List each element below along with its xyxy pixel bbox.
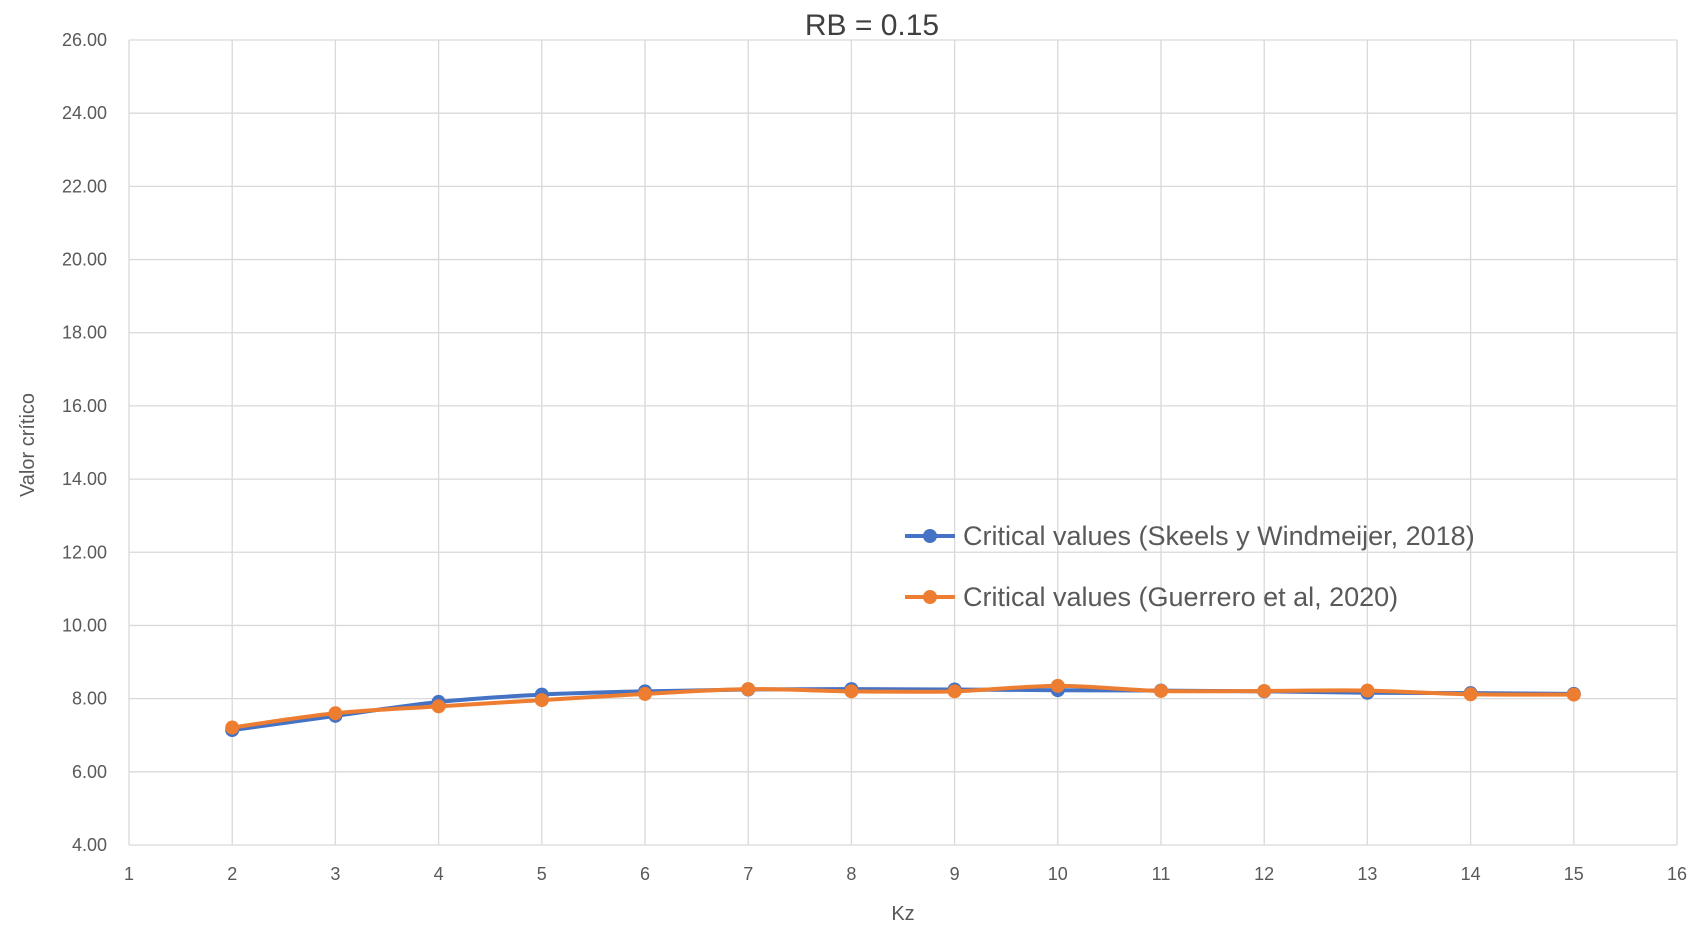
series-2-point bbox=[225, 720, 240, 735]
y-tick-label: 26.00 bbox=[62, 30, 107, 50]
y-tick-label: 6.00 bbox=[72, 762, 107, 782]
x-tick-label: 7 bbox=[743, 864, 753, 884]
legend-label: Critical values (Guerrero et al, 2020) bbox=[963, 582, 1398, 612]
series-2 bbox=[225, 678, 1581, 735]
series-2-point bbox=[534, 693, 549, 708]
legend: Critical values (Skeels y Windmeijer, 20… bbox=[905, 521, 1475, 612]
y-axis-title: Valor crítico bbox=[17, 393, 39, 497]
series-2-point bbox=[638, 686, 652, 701]
x-tick-label: 13 bbox=[1357, 864, 1377, 884]
x-tick-label: 3 bbox=[330, 864, 340, 884]
series-2-point bbox=[1566, 687, 1581, 702]
y-tick-label: 10.00 bbox=[62, 615, 107, 635]
legend-marker bbox=[923, 590, 937, 604]
series-2-point bbox=[1360, 683, 1375, 698]
x-tick-label: 4 bbox=[434, 864, 444, 884]
x-tick-label: 1 bbox=[124, 864, 134, 884]
y-tick-label: 8.00 bbox=[72, 689, 107, 709]
y-tick-label: 20.00 bbox=[62, 250, 107, 270]
x-tick-label: 10 bbox=[1048, 864, 1068, 884]
x-tick-label: 9 bbox=[950, 864, 960, 884]
legend-label: Critical values (Skeels y Windmeijer, 20… bbox=[963, 521, 1475, 551]
y-tick-label: 18.00 bbox=[62, 323, 107, 343]
series-2-point bbox=[844, 684, 859, 699]
x-tick-label: 2 bbox=[227, 864, 237, 884]
series-2-point bbox=[431, 699, 446, 714]
series-2-point bbox=[741, 682, 756, 697]
x-tick-label: 16 bbox=[1667, 864, 1687, 884]
x-tick-label: 15 bbox=[1564, 864, 1584, 884]
series-2-line bbox=[230, 683, 1576, 730]
x-tick-label: 6 bbox=[640, 864, 650, 884]
series-2-point bbox=[1257, 683, 1272, 698]
y-tick-label: 16.00 bbox=[62, 396, 107, 416]
legend-item-1: Critical values (Skeels y Windmeijer, 20… bbox=[905, 521, 1475, 551]
legend-marker bbox=[923, 529, 937, 543]
y-tick-label: 4.00 bbox=[72, 835, 107, 855]
y-tick-label: 24.00 bbox=[62, 103, 107, 123]
legend-item-2: Critical values (Guerrero et al, 2020) bbox=[905, 582, 1398, 612]
series-2-point bbox=[1463, 687, 1478, 702]
series-2-point bbox=[1154, 683, 1168, 698]
x-tick-label: 8 bbox=[846, 864, 856, 884]
x-tick-label: 12 bbox=[1254, 864, 1274, 884]
x-tick-label: 5 bbox=[537, 864, 547, 884]
series-2-point bbox=[1050, 678, 1065, 693]
grid bbox=[128, 39, 1678, 846]
y-tick-label: 12.00 bbox=[62, 542, 107, 562]
axes: 4.00 6.00 8.00 10.00 12.00 14.00 16.00 18.00 20.… bbox=[62, 30, 1687, 884]
y-tick-label: 14.00 bbox=[62, 469, 107, 489]
series-2-point bbox=[328, 706, 343, 721]
series-1-line bbox=[230, 687, 1576, 733]
y-tick-label: 22.00 bbox=[62, 176, 107, 196]
x-axis-title: Kz bbox=[891, 903, 914, 922]
x-tick-label: 14 bbox=[1461, 864, 1481, 884]
chart-title: RB = 0.15 bbox=[805, 9, 939, 42]
series-layer bbox=[225, 678, 1581, 738]
series-2-point bbox=[947, 684, 962, 699]
x-tick-label: 11 bbox=[1152, 864, 1171, 884]
